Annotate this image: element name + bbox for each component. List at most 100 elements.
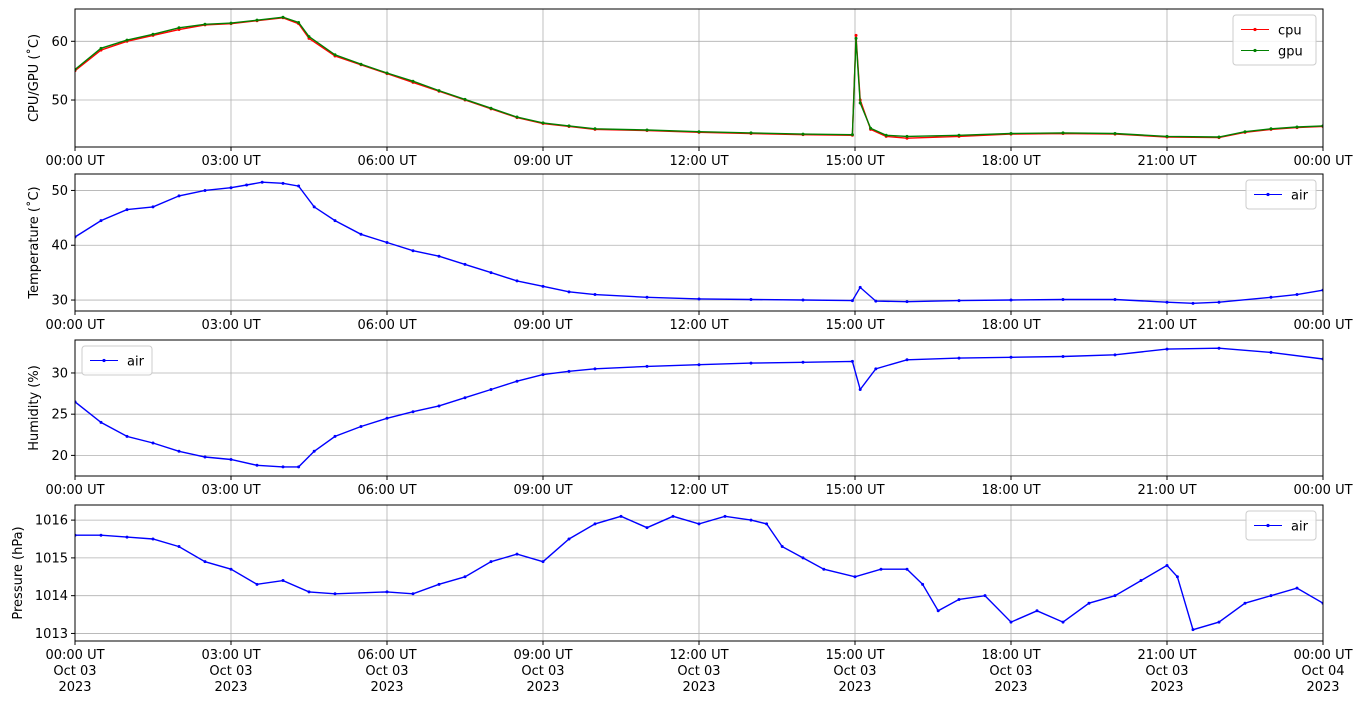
data-point	[723, 514, 727, 518]
data-point	[177, 449, 181, 453]
data-point	[437, 404, 441, 408]
data-point	[869, 126, 873, 130]
x-tick-label: 00:00 UT Oct 03 2023	[45, 648, 104, 695]
data-point	[297, 21, 301, 25]
legend-label: air	[127, 355, 145, 370]
data-point	[437, 254, 441, 258]
data-point	[567, 290, 571, 294]
data-point	[780, 545, 784, 549]
legend-marker	[1253, 48, 1257, 53]
data-point	[281, 579, 285, 583]
legend: air	[1245, 179, 1317, 210]
data-point	[749, 361, 753, 365]
x-tick-label: 06:00 UT Oct 03 2023	[357, 648, 416, 695]
y-tick-label: 1014	[35, 589, 68, 604]
data-point	[645, 295, 649, 299]
data-point	[1061, 620, 1065, 624]
y-axis-label: Humidity (%)	[27, 365, 42, 451]
x-tick-label: 12:00 UT	[669, 154, 728, 169]
data-point	[858, 101, 862, 105]
data-point	[333, 592, 337, 596]
data-point	[1269, 127, 1273, 131]
data-point	[957, 356, 961, 360]
data-point	[151, 441, 155, 445]
legend-label: cpu	[1278, 24, 1302, 39]
data-point	[1243, 130, 1247, 134]
data-point	[177, 545, 181, 549]
data-point	[99, 219, 103, 223]
chart-panel-4: 00:00 UT Oct 03 2023 03:00 UT Oct 03 2023 06:0…	[11, 504, 1353, 695]
data-point	[541, 284, 545, 288]
data-point	[567, 537, 571, 541]
data-point	[245, 183, 249, 187]
x-tick-label: 06:00 UT	[357, 154, 416, 169]
data-point	[125, 434, 129, 438]
data-point	[1113, 353, 1117, 357]
data-point	[203, 22, 207, 26]
x-tick-label: 03:00 UT	[201, 318, 260, 333]
data-point	[858, 387, 862, 391]
data-point	[1217, 620, 1221, 624]
x-tick-label: 18:00 UT Oct 03 2023	[981, 648, 1040, 695]
data-point	[229, 186, 233, 190]
data-point	[1165, 300, 1169, 304]
data-point	[125, 38, 129, 42]
data-point	[1009, 355, 1013, 359]
data-point	[905, 358, 909, 362]
series-air	[75, 346, 1323, 469]
data-point	[260, 180, 264, 184]
data-point	[125, 208, 129, 212]
x-tick-label: 09:00 UT	[513, 318, 572, 333]
data-point	[1191, 301, 1195, 305]
series-gpu	[75, 15, 1323, 139]
x-tick-label: 00:00 UT	[1293, 318, 1352, 333]
data-point	[1295, 293, 1299, 297]
data-point	[884, 133, 888, 137]
x-tick-label: 21:00 UT	[1137, 483, 1196, 498]
legend-marker	[1266, 523, 1270, 528]
data-point	[567, 369, 571, 373]
data-point	[697, 130, 701, 134]
data-point	[541, 121, 545, 125]
data-point	[765, 522, 769, 526]
x-tick-label: 18:00 UT	[981, 318, 1040, 333]
data-point	[307, 35, 311, 39]
data-point	[385, 416, 389, 420]
data-point	[1009, 620, 1013, 624]
data-point	[99, 533, 103, 537]
data-point	[567, 124, 571, 128]
data-point	[874, 367, 878, 371]
x-tick-label: 12:00 UT	[669, 483, 728, 498]
data-point	[801, 556, 805, 560]
data-point	[1269, 350, 1273, 354]
legend: cpu gpu	[1232, 14, 1317, 66]
data-point	[593, 367, 597, 371]
data-point	[333, 434, 337, 438]
y-tick-label: 50	[51, 94, 68, 109]
data-point	[1269, 594, 1273, 598]
data-point	[541, 373, 545, 377]
data-point	[905, 567, 909, 571]
series-air	[75, 514, 1323, 632]
x-tick-label: 21:00 UT	[1137, 154, 1196, 169]
x-tick-label: 00:00 UT	[1293, 154, 1352, 169]
data-point	[1295, 125, 1299, 129]
x-tick-label: 00:00 UT	[45, 318, 104, 333]
data-point	[1087, 601, 1091, 605]
data-point	[801, 360, 805, 364]
data-point	[489, 387, 493, 391]
data-point	[281, 15, 285, 19]
data-point	[489, 106, 493, 110]
data-point	[749, 518, 753, 522]
data-point	[385, 241, 389, 244]
x-tick-label: 18:00 UT	[981, 483, 1040, 498]
data-point	[297, 465, 301, 469]
x-tick-label: 00:00 UT	[1293, 483, 1352, 498]
data-point	[333, 53, 337, 57]
data-point	[850, 133, 854, 137]
y-tick-label: 20	[51, 449, 68, 464]
data-point	[151, 205, 155, 209]
data-point	[749, 131, 753, 135]
x-tick-label: 09:00 UT	[513, 483, 572, 498]
data-point	[921, 582, 925, 586]
